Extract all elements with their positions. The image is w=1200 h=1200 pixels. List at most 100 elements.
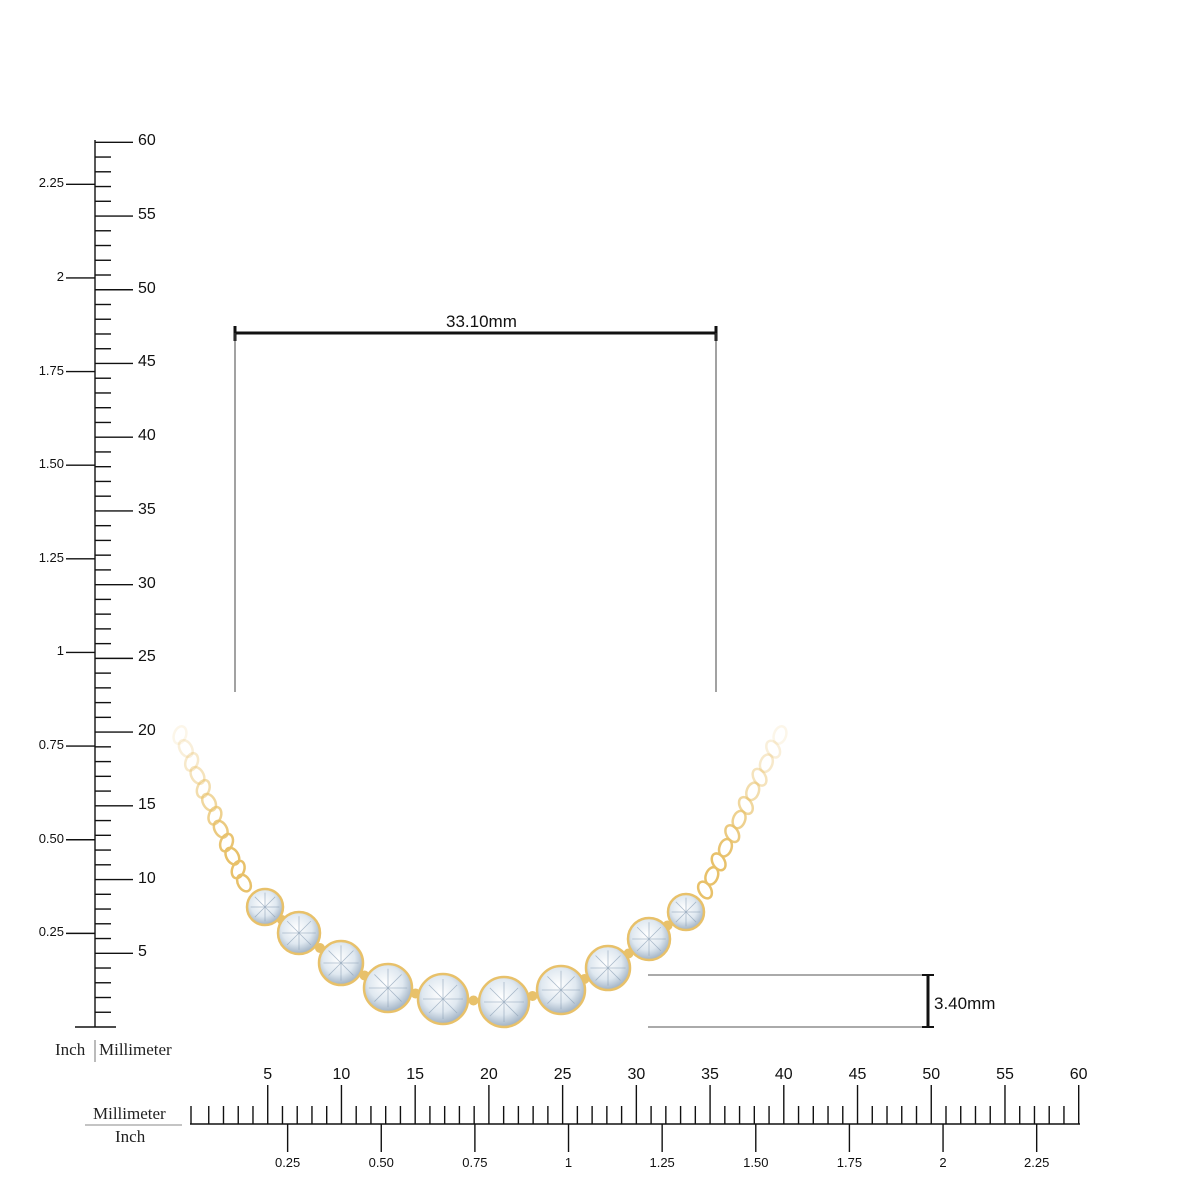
stone-facet [264, 906, 276, 918]
horizontal-mm-label: 20 [479, 1066, 498, 1083]
stone-facet [595, 955, 609, 969]
vertical-inch-label: 0.75 [38, 737, 64, 753]
stone-facet [442, 984, 458, 1000]
stone-facet [636, 926, 650, 940]
chain-link-left [212, 819, 229, 839]
horizontal-inch-label: 2 [939, 1155, 947, 1170]
stone-facet [286, 932, 300, 946]
horizontal-mm-label: 55 [996, 1066, 1014, 1083]
horizontal-mm-label: 30 [627, 1066, 646, 1083]
horizontal-ruler-inch-unit: Inch [115, 1127, 146, 1146]
horizontal-ruler-mm-unit: Millimeter [93, 1104, 166, 1123]
horizontal-inch-label: 0.25 [274, 1155, 301, 1170]
stone-facet [648, 926, 662, 940]
stone-facet [648, 938, 662, 952]
stone-facet [595, 967, 609, 981]
stone-facet [685, 911, 697, 923]
vertical-mm-label: 5 [138, 943, 147, 961]
chain-link-right [765, 739, 782, 759]
stone-facet [675, 911, 687, 923]
chain-link-right [751, 767, 768, 787]
stone-facet [340, 962, 354, 976]
vertical-inch-label: 0.25 [38, 924, 64, 940]
chain-link-right [724, 824, 741, 844]
chain-link-left [177, 738, 194, 759]
stone-facet [547, 989, 562, 1004]
vertical-mm-label: 25 [138, 648, 156, 666]
chain-link-left [230, 859, 246, 880]
chain-link-left [200, 792, 218, 812]
vertical-inch-label: 0.50 [38, 830, 64, 846]
chain-link-left [218, 832, 235, 853]
stone-facet [374, 974, 389, 989]
chain-link-left [195, 778, 211, 799]
vertical-mm-label: 10 [138, 869, 156, 887]
chain-link-right [772, 725, 788, 745]
chain-link-right [758, 753, 775, 774]
chain-link-left [172, 725, 188, 745]
horizontal-inch-label: 2.25 [1024, 1155, 1050, 1170]
chain-link-right [696, 880, 714, 900]
vertical-mm-label: 45 [138, 353, 156, 371]
horizontal-inch-label: 0.75 [462, 1155, 488, 1170]
horizontal-inch-label: 1 [564, 1155, 573, 1170]
stone-facet [607, 955, 621, 969]
stone-facet [264, 896, 276, 908]
vertical-mm-label: 20 [138, 722, 156, 740]
stone-facet [489, 1001, 505, 1017]
gold-bead [468, 995, 479, 1006]
horizontal-mm-label: 50 [922, 1066, 941, 1083]
chain-link-left [235, 873, 253, 893]
stone-facet [685, 901, 697, 913]
stone-facet [442, 998, 458, 1014]
stone-facet [387, 987, 402, 1002]
horizontal-mm-label: 40 [774, 1066, 793, 1083]
stone-facet [298, 932, 312, 946]
vertical-mm-label: 40 [138, 427, 156, 445]
horizontal-mm-label: 25 [553, 1066, 572, 1083]
vertical-inch-label: 1.75 [38, 362, 64, 378]
horizontal-inch-label: 1.75 [836, 1155, 863, 1170]
stone-facet [489, 987, 505, 1003]
horizontal-mm-label: 45 [848, 1066, 867, 1083]
stone-facet [254, 906, 266, 918]
stone-facet [340, 950, 354, 964]
chain-link-left [183, 751, 200, 772]
stone-facet [503, 1001, 519, 1017]
vertical-inch-label: 1.50 [38, 456, 64, 472]
stone-facet [374, 987, 389, 1002]
stone-facet [560, 989, 575, 1004]
chain-link-left [224, 846, 241, 866]
horizontal-inch-label: 1.50 [743, 1155, 769, 1170]
stone-facet [503, 987, 519, 1003]
stone-facet [387, 974, 402, 989]
width-dimension-label: 33.10mm [446, 312, 517, 331]
chain-link-left [207, 805, 223, 826]
stone-facet [607, 967, 621, 981]
vertical-mm-label: 35 [138, 500, 156, 518]
stone-facet [675, 901, 687, 913]
stone-facet [254, 896, 266, 908]
stone-facet [428, 984, 444, 1000]
stone-facet [328, 950, 342, 964]
vertical-inch-label: 1.25 [38, 549, 64, 565]
vertical-inch-label: 2.25 [38, 175, 64, 191]
stone-facet [328, 962, 342, 976]
chain-link-left [189, 765, 206, 785]
horizontal-mm-label: 5 [263, 1066, 273, 1083]
chain-link-right [737, 795, 755, 816]
vertical-mm-label: 60 [138, 132, 156, 150]
height-dimension-label: 3.40mm [934, 994, 996, 1013]
stone-facet [286, 920, 300, 934]
stone-facet [547, 976, 562, 991]
vertical-mm-label: 55 [138, 206, 156, 224]
stone-facet [298, 920, 312, 934]
horizontal-inch-label: 0.50 [368, 1155, 394, 1170]
stone-facet [560, 976, 575, 991]
stone-facet [428, 998, 444, 1014]
stone-facet [636, 938, 650, 952]
horizontal-mm-label: 60 [1069, 1066, 1088, 1083]
